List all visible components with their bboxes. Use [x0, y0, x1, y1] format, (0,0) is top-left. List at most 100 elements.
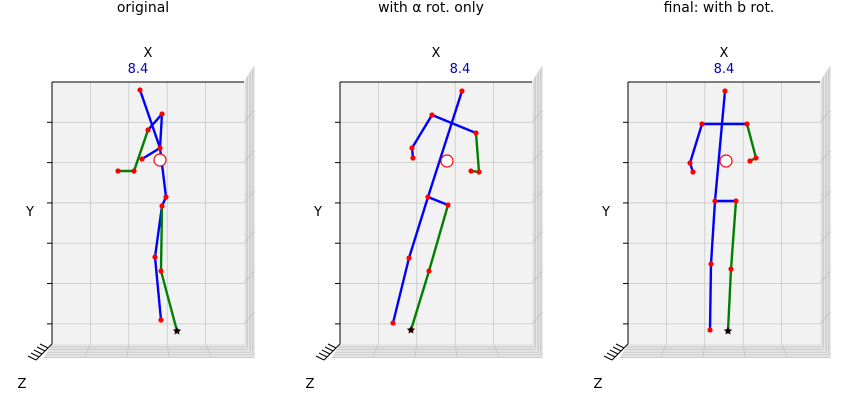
z-tick — [39, 343, 49, 349]
grid-floor — [660, 343, 667, 359]
z-tick — [315, 355, 325, 361]
back-pane — [628, 82, 820, 344]
joint-point — [468, 168, 474, 174]
z-tick — [27, 355, 37, 361]
bone-blue — [407, 195, 430, 260]
x-axis-label: X — [720, 46, 729, 61]
joint-point — [139, 156, 145, 162]
grid-floor — [493, 343, 500, 359]
joint-point — [747, 158, 753, 164]
bone-green — [427, 203, 450, 273]
x-tick-label: 8.4 — [714, 62, 735, 77]
subplot-1: original X Y Z 8.4 — [18, 0, 255, 392]
subplot-title: final: with b rot. — [664, 0, 775, 16]
joint-point — [445, 202, 451, 208]
bone-green — [726, 267, 733, 333]
joint-point — [390, 320, 396, 326]
grid-floor — [84, 343, 91, 359]
bone-green — [159, 269, 179, 333]
joint-point — [145, 127, 151, 133]
foot-star-marker — [723, 326, 733, 335]
bone-blue — [708, 262, 713, 332]
foot-star-marker — [172, 326, 182, 335]
joint-point — [157, 145, 163, 151]
bone-blue — [146, 112, 164, 132]
bone-blue — [688, 122, 704, 165]
z-tick — [321, 349, 331, 355]
joint-point — [476, 169, 482, 175]
subplot-title: with α rot. only — [378, 0, 484, 16]
y-axis-label: Y — [313, 205, 322, 220]
joint-point — [429, 112, 435, 118]
joint-point — [158, 268, 164, 274]
joint-point — [131, 168, 137, 174]
joint-point — [708, 261, 714, 267]
root-marker — [153, 153, 167, 167]
back-pane — [340, 82, 532, 344]
joint-point — [687, 160, 693, 166]
joint-point — [426, 268, 432, 274]
root-marker — [719, 154, 733, 168]
joint-point — [744, 121, 750, 127]
floor-pane — [332, 344, 542, 358]
z-tick — [318, 352, 328, 358]
z-tick — [36, 346, 46, 352]
joint-point — [733, 198, 739, 204]
floor-pane — [620, 344, 830, 358]
joint-point — [728, 266, 734, 272]
joint-point — [137, 87, 143, 93]
z-axis-label: Z — [18, 377, 27, 392]
z-tick — [612, 346, 622, 352]
grid-floor — [742, 343, 746, 359]
y-axis-label: Y — [601, 205, 610, 220]
x-axis-label: X — [144, 46, 153, 61]
bone-blue — [158, 112, 164, 150]
joint-point — [152, 254, 158, 260]
bone-green — [474, 131, 481, 174]
subplot-3: final: with b rot. X Y Z 8.4 — [594, 0, 831, 392]
grid-floor — [372, 343, 379, 359]
z-tick — [327, 343, 337, 349]
bone-green — [132, 128, 150, 173]
z-tick — [324, 346, 334, 352]
joint-point — [425, 194, 431, 200]
z-tick — [609, 349, 619, 355]
y-axis-label: Y — [25, 205, 34, 220]
foot-star-marker — [406, 325, 416, 334]
grid-floor — [702, 343, 706, 359]
joint-point — [722, 88, 728, 94]
joint-point — [159, 203, 165, 209]
z-axis-label: Z — [594, 377, 603, 392]
bone-green — [159, 204, 164, 273]
z-tick — [615, 343, 625, 349]
grid-floor — [166, 343, 170, 359]
joint-point — [158, 317, 164, 323]
grid-floor — [126, 343, 130, 359]
grid-floor — [414, 343, 418, 359]
bone-green — [409, 269, 431, 332]
joint-point — [410, 155, 416, 161]
joint-point — [115, 168, 121, 174]
joint-point — [409, 145, 415, 151]
bone-blue — [430, 113, 478, 135]
grid-floor — [205, 343, 212, 359]
joint-point — [712, 198, 718, 204]
x-axis-label: X — [432, 46, 441, 61]
joint-point — [699, 121, 705, 127]
joint-point — [459, 88, 465, 94]
bone-blue — [709, 199, 717, 266]
bone-blue — [138, 88, 162, 150]
subplot-2: with α rot. only X Y Z 8.4 — [306, 0, 543, 392]
bone-blue — [140, 146, 162, 161]
joint-point — [473, 130, 479, 136]
bone-blue — [713, 89, 727, 203]
z-tick — [603, 355, 613, 361]
bone-blue — [426, 89, 464, 199]
joint-point — [690, 169, 696, 175]
grid-floor — [454, 343, 458, 359]
subplot-title: original — [117, 0, 169, 16]
joint-point — [406, 255, 412, 261]
z-tick — [33, 349, 43, 355]
z-tick — [606, 352, 616, 358]
bone-blue — [410, 113, 434, 150]
